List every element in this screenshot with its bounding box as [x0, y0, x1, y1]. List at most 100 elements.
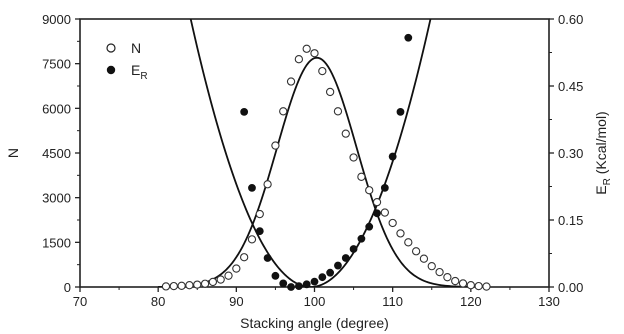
y-left-tick-label: 4500: [42, 146, 71, 161]
point-n: [482, 282, 491, 291]
point-er: [240, 108, 249, 116]
y-right-axis-title: ER (Kcal/mol): [593, 111, 613, 194]
y-left-axis-title: N: [5, 148, 21, 158]
series-n-points: [161, 44, 491, 291]
legend-label-er-sub: R: [140, 71, 147, 82]
y-left-tick-label: 0: [64, 280, 71, 295]
point-n: [349, 153, 358, 162]
point-n: [239, 253, 249, 262]
y-right-tick-label: 0.00: [558, 280, 583, 295]
legend-label-er: ER: [131, 62, 148, 82]
x-tick-label: 70: [73, 294, 87, 309]
point-er: [271, 271, 280, 280]
point-er: [326, 268, 335, 277]
point-n: [302, 44, 311, 53]
fit-curve-n: [158, 56, 487, 287]
point-er: [404, 33, 413, 42]
legend-label-n: N: [131, 40, 141, 56]
point-er: [310, 277, 319, 286]
point-er: [294, 282, 303, 291]
x-tick-label: 110: [382, 294, 403, 309]
point-n: [372, 197, 382, 207]
point-n: [380, 208, 389, 217]
fit-curves: [158, 19, 487, 287]
point-n: [404, 238, 413, 247]
point-n: [294, 55, 304, 64]
point-er: [357, 234, 366, 243]
point-n: [161, 282, 171, 291]
point-er: [396, 108, 405, 116]
y-left-tick-label: 6000: [42, 101, 71, 116]
series-er-points: [240, 33, 413, 291]
point-er: [365, 222, 374, 231]
point-n: [318, 66, 327, 76]
point-n: [365, 186, 374, 195]
x-tick-label: 80: [151, 294, 165, 309]
point-n: [357, 172, 366, 181]
legend-marker-n: [106, 43, 116, 53]
y-left-tick-label: 7500: [42, 57, 71, 72]
legend: N ER: [106, 40, 148, 82]
point-er: [373, 209, 381, 218]
point-er: [318, 273, 327, 282]
y-left-tick-label: 3000: [42, 191, 71, 206]
legend-marker-er: [106, 65, 116, 75]
point-n: [208, 277, 218, 287]
point-n: [388, 218, 397, 228]
point-n: [466, 281, 475, 290]
point-er: [349, 245, 358, 253]
point-n: [247, 235, 257, 244]
point-n: [474, 281, 483, 291]
legend-label-er-main: E: [131, 62, 140, 78]
point-n: [333, 107, 343, 116]
point-n: [177, 281, 186, 290]
y-right-axis-title-main: E: [593, 185, 609, 194]
point-n: [263, 180, 272, 189]
point-er: [248, 183, 256, 192]
point-n: [224, 271, 233, 280]
x-tick-label: 100: [304, 294, 326, 309]
point-n: [279, 107, 288, 116]
point-n: [286, 77, 296, 86]
x-tick-label: 120: [460, 294, 482, 309]
point-er: [341, 254, 350, 262]
point-n: [427, 262, 436, 271]
point-er: [255, 227, 264, 236]
point-er: [334, 261, 342, 270]
y-left-axis-ticks: 0 1500 3000 4500 6000 7500 9000: [42, 12, 80, 295]
point-n: [419, 254, 429, 263]
x-axis-title: Stacking angle (degree): [240, 315, 389, 331]
point-n: [216, 275, 225, 284]
y-right-axis-title-tail: (Kcal/mol): [593, 111, 609, 178]
plot-frame: [79, 18, 550, 288]
y-right-axis-ticks: 0.00 0.15 0.30 0.45 0.60: [549, 12, 583, 295]
y-right-tick-label: 0.30: [558, 146, 583, 161]
y-right-tick-label: 0.60: [558, 12, 583, 27]
point-er: [287, 283, 295, 291]
point-er: [380, 183, 389, 192]
y-right-tick-label: 0.15: [558, 213, 583, 228]
point-n: [443, 273, 452, 282]
point-n: [396, 229, 405, 238]
point-n: [185, 281, 194, 290]
x-axis-ticks: 70 80 90 100 110 120 130: [73, 287, 560, 309]
point-n: [310, 49, 319, 58]
y-left-tick-label: 1500: [42, 235, 71, 250]
point-er: [279, 279, 288, 288]
point-n: [411, 247, 421, 256]
point-er: [302, 280, 311, 289]
y-right-axis-title-sub: R: [602, 178, 613, 185]
y-left-tick-label: 9000: [42, 12, 71, 27]
point-n: [255, 209, 264, 219]
point-n: [451, 276, 460, 286]
x-tick-label: 130: [538, 294, 560, 309]
point-n: [232, 264, 241, 273]
point-n: [200, 279, 210, 288]
point-n: [271, 141, 280, 150]
point-n: [169, 281, 178, 291]
point-er: [263, 254, 272, 262]
point-n: [341, 129, 350, 138]
point-n: [435, 267, 444, 277]
point-n: [325, 87, 335, 97]
